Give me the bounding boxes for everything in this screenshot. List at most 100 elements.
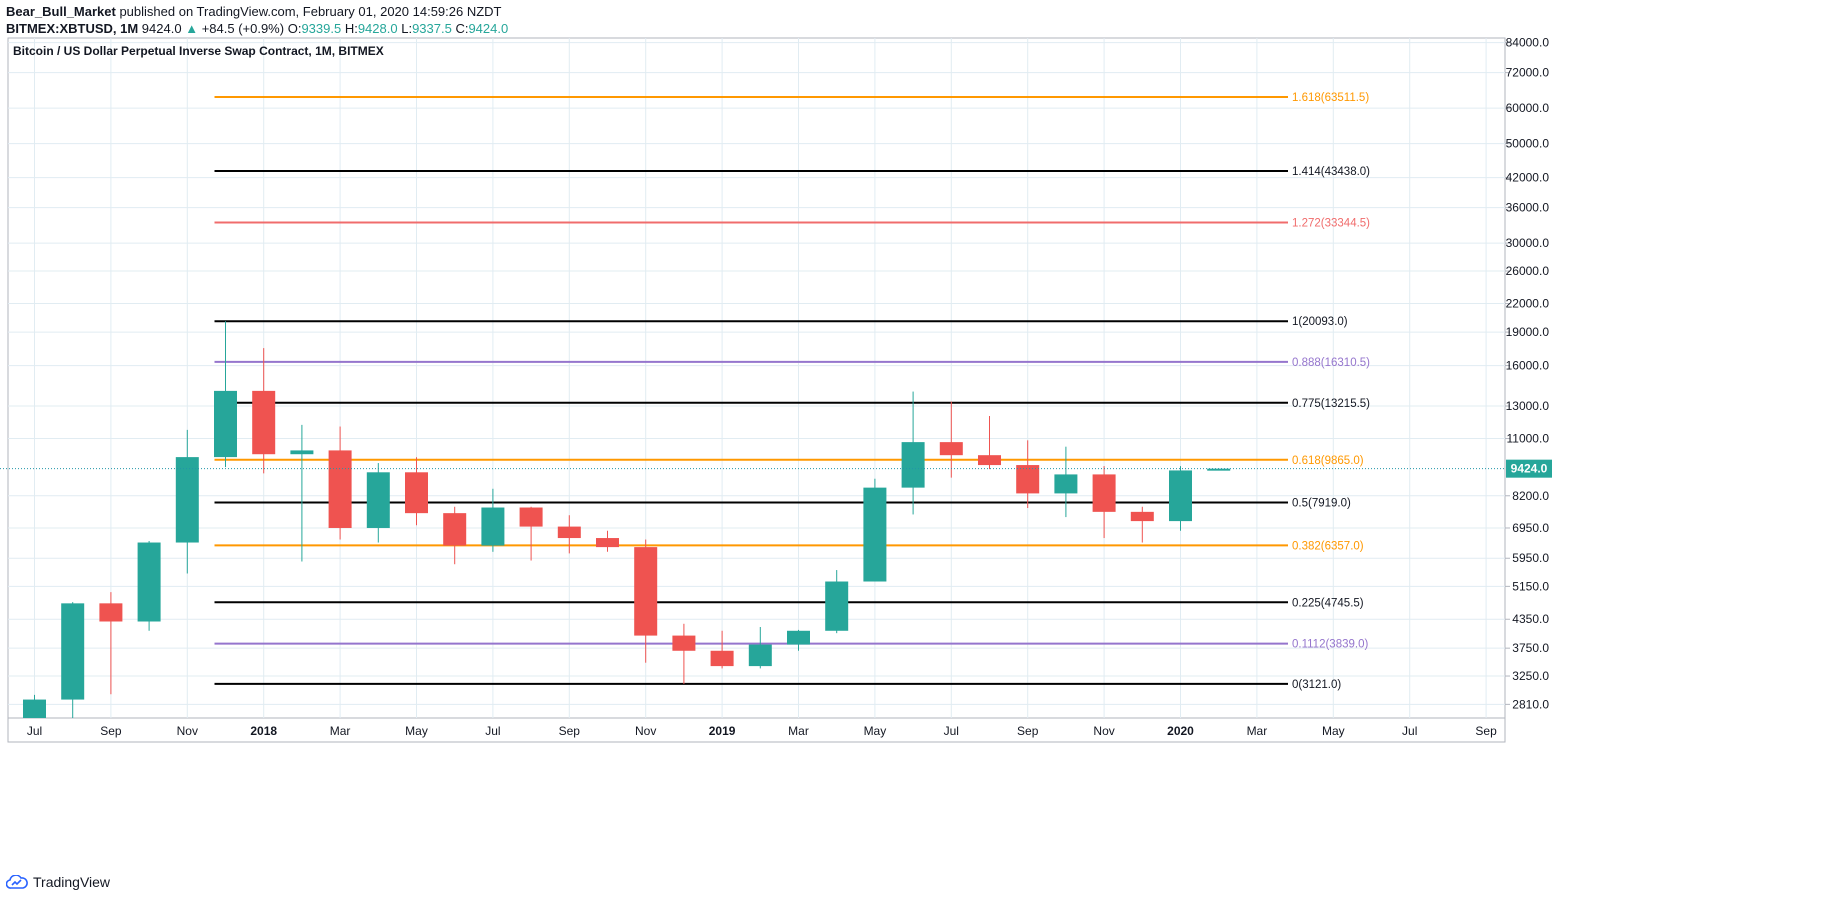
candle-body xyxy=(405,472,428,514)
candle-body xyxy=(519,507,543,527)
symbol-name: BITMEX:XBTUSD, 1M xyxy=(6,21,139,36)
low-value: 9337.5 xyxy=(412,21,452,36)
candle-body xyxy=(252,390,276,455)
candle-body xyxy=(328,450,352,528)
candle-body xyxy=(672,635,696,651)
open-label: O: xyxy=(287,21,302,36)
author-name[interactable]: Bear_Bull_Market xyxy=(6,4,116,19)
last-price-badge xyxy=(1506,459,1552,478)
x-tick-label: Sep xyxy=(100,724,122,738)
fib-level-label: 0.618(9865.0) xyxy=(1292,455,1364,467)
x-tick-label: Jul xyxy=(944,724,959,738)
candle-body xyxy=(1130,511,1154,522)
fib-level-label: 0.5(7919.0) xyxy=(1292,498,1351,510)
y-tick-label: 16000.0 xyxy=(1506,359,1550,373)
candle-body xyxy=(99,603,123,622)
x-tick-label: Jul xyxy=(485,724,500,738)
candle-body xyxy=(61,603,85,700)
publish-info: Bear_Bull_Market published on TradingVie… xyxy=(6,4,502,19)
candle-body xyxy=(634,547,658,636)
fib-level-label: 1.272(33344.5) xyxy=(1292,218,1370,230)
brand-name: TradingView xyxy=(33,874,111,890)
x-tick-label: Mar xyxy=(788,724,809,738)
candle-body xyxy=(175,457,199,543)
y-tick-label: 19000.0 xyxy=(1506,325,1550,339)
candle-body xyxy=(290,450,314,455)
candle-body xyxy=(978,455,1001,466)
y-tick-label: 42000.0 xyxy=(1506,171,1550,185)
up-arrow-icon: ▲ xyxy=(185,21,199,36)
candle-body xyxy=(1169,470,1192,522)
x-tick-label: May xyxy=(405,724,428,738)
y-tick-label: 3750.0 xyxy=(1512,641,1549,655)
x-tick-label: Nov xyxy=(177,724,198,738)
candle-body xyxy=(1016,465,1040,494)
y-tick-label: 6950.0 xyxy=(1512,521,1549,535)
y-tick-label: 36000.0 xyxy=(1506,201,1550,215)
candle-body xyxy=(596,538,619,548)
x-tick-label: Sep xyxy=(1475,724,1497,738)
fib-level-label: 1.618(63511.5) xyxy=(1292,92,1369,104)
candle-body xyxy=(23,699,46,718)
x-tick-label: Sep xyxy=(1017,724,1039,738)
y-tick-label: 26000.0 xyxy=(1506,264,1550,278)
last-price: 9424.0 xyxy=(141,21,182,36)
y-tick-label: 72000.0 xyxy=(1506,66,1550,80)
close-label: C: xyxy=(455,21,469,36)
candle-body xyxy=(787,630,810,645)
candle-body xyxy=(1092,474,1116,512)
x-tick-label: May xyxy=(1322,724,1345,738)
x-tick-label: 2019 xyxy=(709,724,736,738)
candle-body xyxy=(901,442,925,488)
y-tick-label: 50000.0 xyxy=(1506,137,1550,151)
candle-body xyxy=(939,442,963,456)
y-tick-label: 30000.0 xyxy=(1506,236,1550,250)
candle-body xyxy=(863,487,887,582)
y-tick-label: 22000.0 xyxy=(1506,297,1550,311)
candle-body xyxy=(481,507,505,546)
fib-level-label: 0.888(16310.5) xyxy=(1292,357,1370,369)
tradingview-cloud-icon xyxy=(6,875,28,889)
y-tick-label: 3250.0 xyxy=(1512,669,1549,683)
x-tick-label: 2018 xyxy=(250,724,277,738)
fib-level-label: 0.382(6357.0) xyxy=(1292,540,1364,552)
high-value: 9428.0 xyxy=(357,21,398,36)
fib-level-label: 0.1112(3839.0) xyxy=(1292,639,1368,651)
plot-frame xyxy=(7,37,1506,743)
x-tick-label: Sep xyxy=(559,724,581,738)
candle-body xyxy=(214,390,237,458)
x-tick-label: Nov xyxy=(635,724,656,738)
x-tick-label: Nov xyxy=(1093,724,1114,738)
last-price-label: 9424.0 xyxy=(1511,462,1548,476)
y-tick-label: 2810.0 xyxy=(1512,697,1549,711)
fib-level-label: 0.775(13215.5) xyxy=(1292,398,1370,410)
publish-text: published on TradingView.com, February 0… xyxy=(119,4,502,19)
y-tick-label: 8200.0 xyxy=(1512,489,1549,503)
x-tick-label: Jul xyxy=(27,724,42,738)
tradingview-brand[interactable]: TradingView xyxy=(6,874,110,890)
high-label: H: xyxy=(344,21,358,36)
candle-body xyxy=(1207,468,1231,471)
candle-body xyxy=(825,581,849,631)
candle-body xyxy=(557,526,581,539)
candle-body xyxy=(443,513,467,546)
candle-body xyxy=(366,472,390,528)
symbol-line: BITMEX:XBTUSD, 1M 9424.0 ▲ +84.5 (+0.9%)… xyxy=(6,21,508,36)
fib-level-label: 1.414(43438.0) xyxy=(1292,166,1370,178)
y-tick-label: 5150.0 xyxy=(1512,579,1549,593)
low-label: L: xyxy=(401,21,413,36)
y-tick-label: 84000.0 xyxy=(1506,36,1550,50)
price-change: +84.5 (+0.9%) xyxy=(201,21,285,36)
candle-body xyxy=(710,650,734,667)
candle-body xyxy=(137,542,161,622)
y-tick-label: 13000.0 xyxy=(1506,399,1550,413)
candle-body xyxy=(1054,474,1078,494)
chart-title: Bitcoin / US Dollar Perpetual Inverse Sw… xyxy=(13,44,384,58)
y-tick-label: 60000.0 xyxy=(1506,101,1550,115)
x-tick-label: Jul xyxy=(1402,724,1417,738)
fib-level-label: 1(20093.0) xyxy=(1292,316,1348,328)
fib-level-label: 0.225(4745.5) xyxy=(1292,597,1364,609)
x-tick-label: Mar xyxy=(1247,724,1268,738)
x-tick-label: May xyxy=(864,724,887,738)
